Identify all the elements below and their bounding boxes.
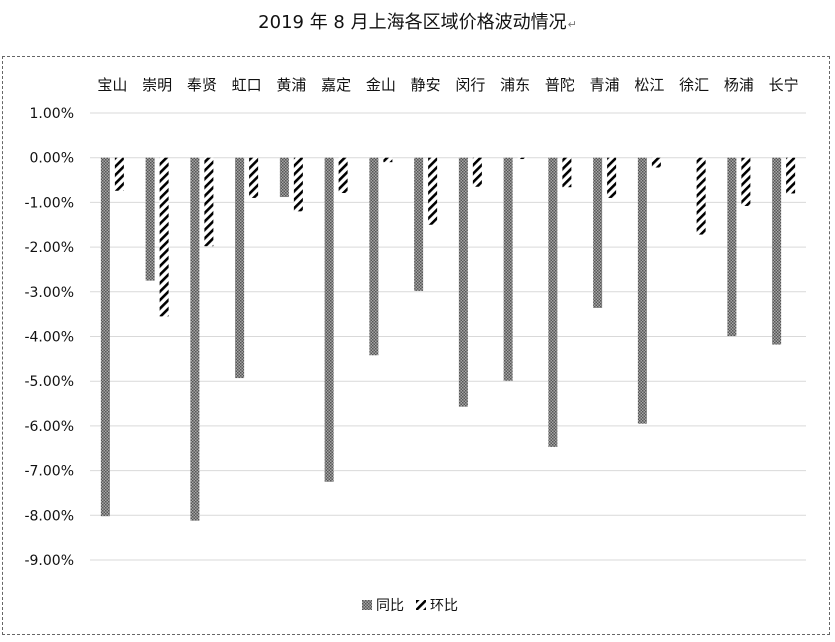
category-label: 松江 xyxy=(634,76,664,94)
y-tick-label: 1.00% xyxy=(30,106,74,122)
bar-series2 xyxy=(114,157,124,191)
category-label: 徐汇 xyxy=(679,76,709,94)
bar-series2 xyxy=(338,157,348,194)
bar-series1 xyxy=(727,157,737,337)
category-label: 崇明 xyxy=(142,76,172,94)
category-label: 普陀 xyxy=(545,76,575,94)
bar-series1 xyxy=(637,157,647,424)
category-label: 闵行 xyxy=(455,76,485,94)
y-tick-label: -3.00% xyxy=(24,285,74,301)
category-labels: 宝山 崇明 奉贤 虹口 黄浦 嘉定 金山 静安 闵行 浦东 普陀 青浦 松江 徐汇 杨浦 长宁 xyxy=(97,76,798,94)
bar-series1 xyxy=(593,157,603,308)
y-tick-label: -9.00% xyxy=(24,553,74,569)
bar-series1 xyxy=(190,157,200,521)
bar-series2 xyxy=(293,157,303,212)
category-label: 浦东 xyxy=(500,76,530,94)
bar-series2 xyxy=(562,157,572,188)
bar-series1 xyxy=(772,157,782,345)
bar-series1 xyxy=(458,157,468,407)
y-tick-label: -8.00% xyxy=(24,508,74,524)
category-label: 青浦 xyxy=(590,76,620,94)
y-tick-label: -5.00% xyxy=(24,374,74,390)
bar-series2 xyxy=(428,157,438,225)
y-tick-label: -4.00% xyxy=(24,330,74,346)
bar-series1 xyxy=(100,157,110,517)
bar-series2 xyxy=(741,157,751,206)
bar-series1 xyxy=(503,157,513,381)
y-tick-label: -1.00% xyxy=(24,195,74,211)
bar-series1 xyxy=(235,157,245,379)
bar-series2 xyxy=(607,157,617,198)
bar-series1 xyxy=(279,157,289,198)
category-label: 嘉定 xyxy=(321,76,351,94)
legend-label-series2: 环比 xyxy=(430,598,458,614)
chart-title: 2019 年 8 月上海各区域价格波动情况↵ xyxy=(258,12,577,33)
legend-item-series2: 环比 xyxy=(416,595,458,615)
bar-series2 xyxy=(517,157,527,160)
bar-series2 xyxy=(383,157,393,163)
bars xyxy=(100,157,796,521)
category-label: 奉贤 xyxy=(187,76,217,94)
category-label: 静安 xyxy=(411,76,441,94)
bar-series2 xyxy=(651,157,661,168)
bar-series1 xyxy=(324,157,334,482)
y-axis-tick-labels: 1.00% 0.00% -1.00% -2.00% -3.00% -4.00% -5.00%… xyxy=(24,106,74,569)
bar-series2 xyxy=(159,157,169,317)
bar-series2 xyxy=(786,157,796,194)
legend: 同比 环比 xyxy=(362,595,458,615)
category-label: 杨浦 xyxy=(724,76,754,94)
bar-series2 xyxy=(204,157,214,247)
category-label: 长宁 xyxy=(769,76,799,94)
paragraph-mark-icon: ↵ xyxy=(567,18,577,31)
y-tick-label: 0.00% xyxy=(30,151,74,167)
bar-series2 xyxy=(696,157,706,235)
bar-series1 xyxy=(414,157,424,291)
bar-series1 xyxy=(548,157,558,447)
y-tick-label: -6.00% xyxy=(24,419,74,435)
category-label: 虹口 xyxy=(232,76,262,94)
y-tick-label: -2.00% xyxy=(24,240,74,256)
legend-swatch-series1 xyxy=(362,600,372,610)
category-label: 宝山 xyxy=(97,76,127,94)
category-label: 黄浦 xyxy=(276,76,306,94)
legend-label-series1: 同比 xyxy=(376,598,404,614)
bar-series1 xyxy=(145,157,155,281)
legend-swatch-series2 xyxy=(416,600,426,610)
category-label: 金山 xyxy=(366,76,396,94)
bar-series2 xyxy=(249,157,259,198)
bar-series1 xyxy=(369,157,379,356)
y-tick-label: -7.00% xyxy=(24,464,74,480)
legend-item-series1: 同比 xyxy=(362,595,404,615)
chart-frame xyxy=(2,56,830,635)
bar-series2 xyxy=(472,157,482,187)
